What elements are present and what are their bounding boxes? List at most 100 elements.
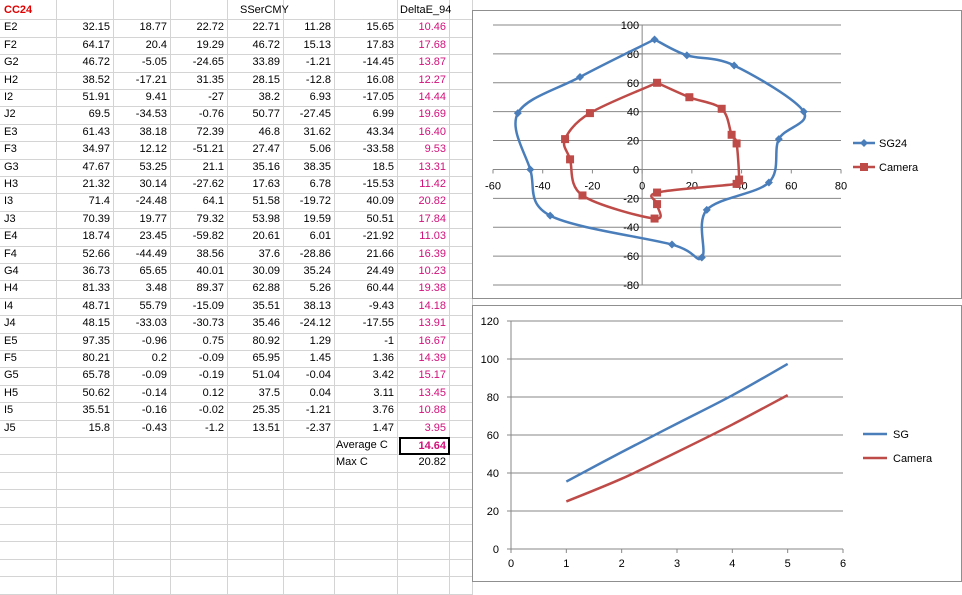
cell-value[interactable]: 13.51 [252,421,280,434]
cell-value[interactable]: -27 [208,91,224,103]
cell-value[interactable]: 51.04 [252,369,280,382]
cell-row-label[interactable]: G3 [4,160,19,173]
cell-value[interactable]: 50.62 [82,386,110,399]
cell-value[interactable]: 35.24 [303,265,331,277]
cell-value[interactable]: 48.71 [82,299,110,312]
cell-value[interactable]: 50.51 [366,212,394,225]
cell-delta-e[interactable]: 14.44 [418,91,446,103]
cell-value[interactable]: 17.63 [252,178,280,190]
cell-value[interactable]: 35.51 [82,404,110,417]
cell-value[interactable]: 52.66 [82,247,110,260]
cell-delta-e[interactable]: 20.82 [418,195,446,208]
cell-value[interactable]: 21.66 [366,247,394,260]
cell-value[interactable]: 60.44 [366,282,394,295]
cell-value[interactable]: 35.16 [252,160,280,173]
cell-value[interactable]: 61.43 [82,125,110,138]
cell-value[interactable]: 18.5 [372,160,394,173]
cell-title[interactable]: CC24 [4,4,33,16]
cell-row-label[interactable]: I4 [4,299,14,312]
cell-value[interactable]: 19.29 [196,38,224,51]
cell-value[interactable]: 53.98 [252,212,280,225]
cell-value[interactable]: 20.4 [145,38,167,51]
cell-row-label[interactable]: H4 [4,282,19,295]
cell-value[interactable]: -0.09 [198,352,224,364]
cell-row-label[interactable]: H3 [4,178,19,190]
cell-value[interactable]: 48.15 [82,317,110,330]
cell-value[interactable]: -5.05 [141,56,167,69]
cell-row-label[interactable]: H2 [4,73,19,86]
cell-value[interactable]: 0.75 [202,334,224,347]
cell-value[interactable]: 25.35 [252,404,280,417]
cell-delta-e[interactable]: 11.42 [419,178,446,190]
cell-delta-e[interactable]: 10.88 [418,404,446,417]
cell-row-label[interactable]: G2 [4,56,19,69]
cell-value[interactable]: -59.82 [192,230,224,243]
cell-value[interactable]: -24.48 [135,195,167,208]
cell-value[interactable]: 36.73 [82,265,110,277]
cell-value[interactable]: -0.76 [198,108,224,121]
cell-value[interactable]: 70.39 [82,212,110,225]
cell-value[interactable]: -1 [384,334,394,347]
cell-value[interactable]: 46.8 [258,125,280,138]
cell-value[interactable]: -0.14 [141,386,167,399]
cell-value[interactable]: 30.14 [139,178,167,190]
cell-delta-e[interactable]: 16.67 [418,334,446,347]
cell-delta-e[interactable]: 9.53 [424,143,446,156]
cell-value[interactable]: -27.45 [299,108,331,121]
cell-value[interactable]: 31.62 [303,125,331,138]
cell-row-label[interactable]: I2 [4,91,14,103]
cell-delta-e[interactable]: 12.27 [418,73,446,86]
cell-value[interactable]: -24.65 [192,56,224,69]
cell-value[interactable]: 69.5 [88,108,110,121]
cell-value[interactable]: -12.8 [305,73,331,86]
cell-value[interactable]: 50.77 [252,108,280,121]
chart-scatter-ab[interactable]: 100 80 60 40 20 0 -20 -40 -60 -80 -60 -40 -20 0 20 40 60… [472,10,962,299]
cell-header-sser[interactable]: SSerCMY [240,4,289,16]
cell-delta-e[interactable]: 10.46 [418,21,446,34]
cell-value[interactable]: 64.1 [202,195,224,208]
cell-value[interactable]: 51.58 [252,195,280,208]
cell-average-value[interactable]: 14.64 [399,437,450,455]
cell-value[interactable]: -19.72 [299,195,331,208]
cell-delta-e[interactable]: 11.03 [419,230,446,243]
cell-value[interactable]: -30.73 [192,317,224,330]
cell-value[interactable]: 46.72 [82,56,110,69]
cell-value[interactable]: 71.4 [88,195,110,208]
cell-value[interactable]: -0.02 [198,404,224,417]
cell-value[interactable]: 18.74 [82,230,110,243]
cell-value[interactable]: -28.86 [299,247,331,260]
cell-delta-e[interactable]: 13.87 [418,56,446,69]
cell-delta-e[interactable]: 19.38 [418,282,446,295]
cell-value[interactable]: 97.35 [82,334,110,347]
cell-delta-e[interactable]: 16.39 [418,247,446,260]
cell-value[interactable]: 37.5 [258,386,280,399]
cell-row-label[interactable]: E4 [4,230,18,243]
cell-value[interactable]: 43.34 [366,125,394,138]
cell-value[interactable]: 16.08 [366,73,394,86]
cell-value[interactable]: 27.47 [252,143,280,156]
cell-value[interactable]: -0.16 [141,404,167,417]
cell-delta-e[interactable]: 13.91 [418,317,446,330]
cell-value[interactable]: 0.2 [151,352,167,364]
cell-value[interactable]: 30.09 [252,265,280,277]
cell-value[interactable]: 51.91 [82,91,110,103]
cell-value[interactable]: 65.78 [82,369,110,382]
cell-value[interactable]: 23.45 [139,230,167,243]
cell-value[interactable]: -1.21 [305,404,331,417]
cell-value[interactable]: -14.45 [362,56,394,69]
cell-row-label[interactable]: F2 [4,38,17,51]
cell-value[interactable]: 38.35 [303,160,331,173]
cell-header-delta[interactable]: DeltaE_94 [400,4,452,16]
cell-value[interactable]: -34.53 [135,108,167,121]
cell-value[interactable]: 19.77 [139,212,167,225]
cell-value[interactable]: 55.79 [139,299,167,312]
cell-value[interactable]: -51.21 [192,143,224,156]
cell-value[interactable]: -44.49 [135,247,167,260]
cell-value[interactable]: 40.09 [366,195,394,208]
cell-row-label[interactable]: J2 [4,108,16,121]
cell-value[interactable]: -0.43 [141,421,167,434]
cell-value[interactable]: 46.72 [252,38,280,51]
cell-value[interactable]: 5.26 [309,282,331,295]
cell-max-value[interactable]: 20.82 [418,456,446,469]
cell-value[interactable]: -0.09 [141,369,167,382]
